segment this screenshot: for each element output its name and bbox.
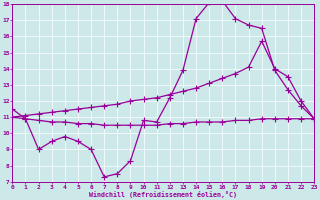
X-axis label: Windchill (Refroidissement éolien,°C): Windchill (Refroidissement éolien,°C) [89, 191, 237, 198]
